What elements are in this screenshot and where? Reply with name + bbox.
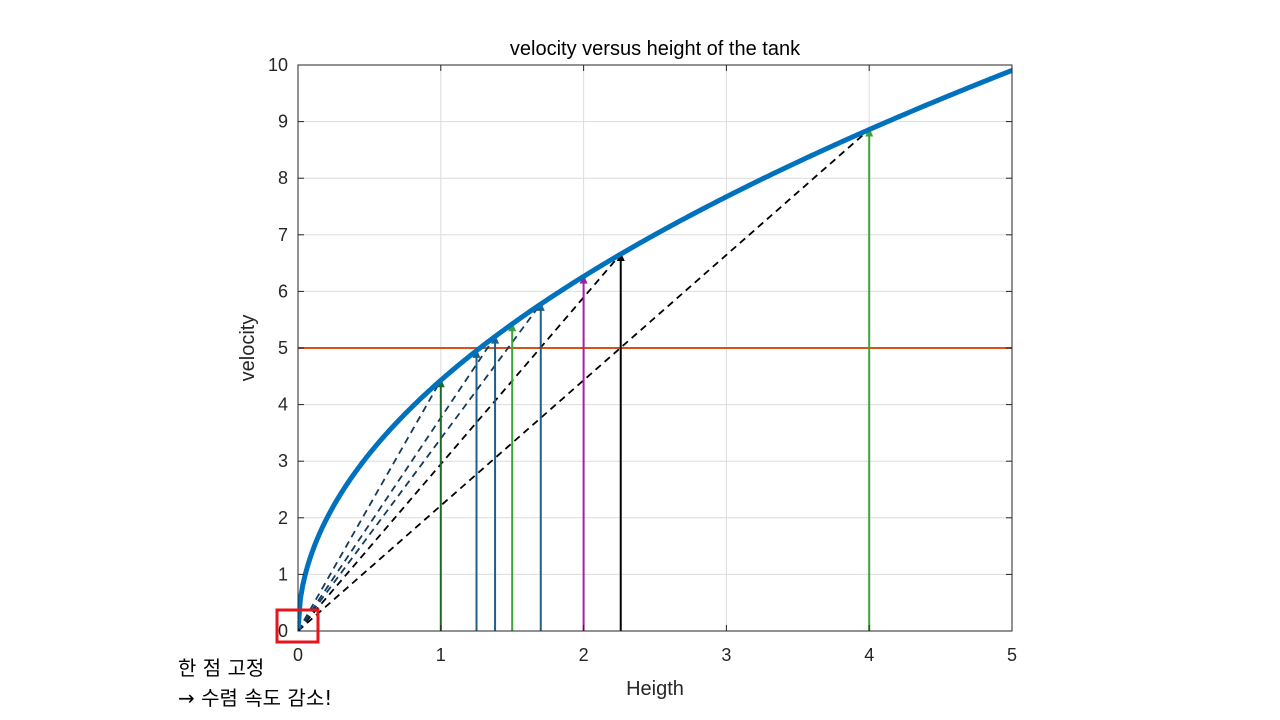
annotation-fixed-point: 한 점 고정 (178, 656, 265, 680)
x-tick-label: 5 (1007, 645, 1017, 665)
x-tick-label: 4 (864, 645, 874, 665)
x-axis-label: Heigth (626, 678, 684, 700)
y-tick-label: 2 (278, 508, 288, 528)
y-tick-label: 1 (278, 564, 288, 584)
ticks: 0 1 2 3 4 5 0 1 2 3 4 5 6 7 8 9 10 (268, 55, 1017, 665)
y-tick-label: 9 (278, 112, 288, 132)
y-tick-label: 3 (278, 451, 288, 471)
fixed-point (298, 628, 301, 631)
y-axis-label: velocity (237, 315, 259, 382)
y-tick-label: 0 (278, 621, 288, 641)
y-tick-label: 10 (268, 55, 288, 75)
velocity-curve (298, 67, 1012, 631)
x-tick-label: 2 (579, 645, 589, 665)
chart-title: velocity versus height of the tank (510, 38, 801, 60)
y-tick-label: 7 (278, 225, 288, 245)
secant-line (298, 379, 442, 631)
y-tick-label: 6 (278, 281, 288, 301)
annotation-convergence: → 수렴 속도 감소! (178, 686, 333, 710)
secant-line (298, 128, 870, 631)
secant-line (298, 303, 542, 631)
chart-marks (298, 67, 1012, 631)
x-tick-label: 1 (436, 645, 446, 665)
fixed-point-highlight (275, 608, 320, 644)
x-tick-label: 0 (293, 645, 303, 665)
y-tick-label: 4 (278, 395, 288, 415)
y-tick-label: 5 (278, 338, 288, 358)
x-tick-label: 3 (721, 645, 731, 665)
y-tick-label: 8 (278, 168, 288, 188)
secant-line (298, 253, 622, 631)
